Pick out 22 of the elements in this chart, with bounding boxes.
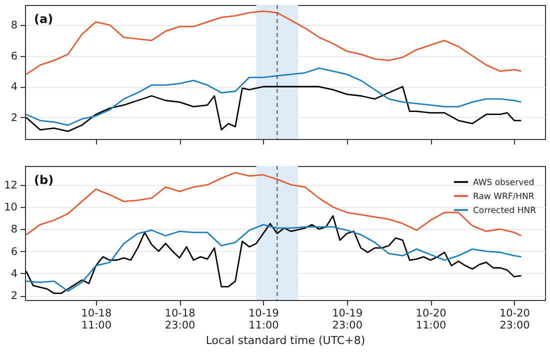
y-tick-label: 2 — [10, 290, 18, 302]
annotation: (a) — [34, 12, 54, 26]
legend-label: Raw WRF/HNR — [473, 192, 534, 202]
x-tick-label: 10-20 23:00 — [499, 308, 530, 332]
y-tick-label: 2 — [10, 112, 18, 124]
x-tick-label: 10-20 11:00 — [416, 308, 446, 332]
y-tick-label: 12 — [4, 179, 18, 192]
legend-label: AWS observed — [473, 178, 534, 188]
x-axis-title: Local standard time (UTC+8) — [206, 334, 366, 347]
x-tick-label: 10-18 23:00 — [164, 308, 196, 332]
y-tick-label: 8 — [10, 20, 18, 32]
x-tick-label: 10-18 11:00 — [81, 308, 112, 332]
y-tick-label: 8 — [10, 224, 18, 236]
y-tick-label: 4 — [10, 268, 18, 280]
legend-label: Corrected HNR — [473, 206, 536, 216]
y-tick-label: 4 — [10, 81, 18, 94]
annotation: (b) — [34, 173, 54, 187]
x-tick-label: 10-19 23:00 — [332, 308, 363, 332]
x-tick-label: 10-19 11:00 — [248, 308, 279, 332]
y-tick-label: 6 — [10, 50, 18, 62]
y-tick-label: 10 — [4, 201, 18, 214]
y-tick-label: 6 — [10, 246, 18, 258]
